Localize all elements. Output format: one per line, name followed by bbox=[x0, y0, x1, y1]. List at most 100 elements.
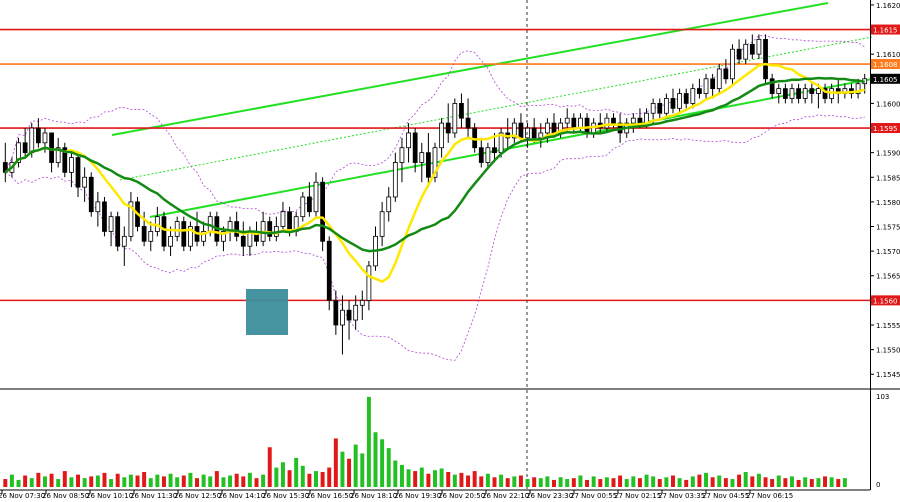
volume-bar bbox=[552, 479, 556, 487]
bear-candle-body bbox=[584, 117, 590, 134]
volume-bar bbox=[466, 475, 471, 487]
candle bbox=[55, 137, 61, 168]
volume-bar bbox=[62, 471, 67, 487]
volume-bar bbox=[796, 479, 801, 487]
volume-bar bbox=[657, 479, 662, 487]
volume-bar bbox=[201, 474, 206, 487]
candle bbox=[386, 187, 392, 222]
bear-candle-body bbox=[637, 117, 643, 124]
bear-candle-body bbox=[35, 127, 41, 144]
candle bbox=[181, 216, 187, 252]
bull-candle-body bbox=[399, 147, 405, 163]
volume-bar bbox=[836, 479, 841, 487]
bull-candle-body bbox=[538, 132, 544, 139]
volume-bar bbox=[823, 476, 828, 487]
bull-candle-body bbox=[578, 117, 583, 129]
volume-bar bbox=[188, 472, 193, 487]
volume-bar bbox=[664, 477, 669, 487]
volume-bar bbox=[16, 479, 21, 487]
bull-candle-body bbox=[174, 221, 180, 237]
bull-candle-body bbox=[663, 98, 669, 114]
bear-candle-body bbox=[141, 226, 147, 242]
time-tick-label: 27 Nov 04:55 bbox=[702, 492, 749, 500]
slow-moving-average-line bbox=[4, 76, 865, 253]
bull-candle-body bbox=[280, 211, 286, 227]
bear-candle-body bbox=[478, 147, 484, 163]
level-tag-box bbox=[871, 59, 900, 70]
time-tick-label: 26 Nov 19:30 bbox=[394, 492, 441, 500]
candle bbox=[419, 142, 425, 183]
bull-candle-body bbox=[419, 152, 425, 163]
level-tag-box bbox=[871, 123, 900, 134]
volume-bar bbox=[102, 472, 107, 487]
bull-candle-body bbox=[789, 88, 795, 99]
bull-candle-body bbox=[148, 231, 154, 242]
volume-bar bbox=[9, 474, 14, 487]
volume-bar bbox=[115, 473, 120, 487]
bear-candle-body bbox=[822, 88, 828, 99]
volume-bar bbox=[294, 457, 299, 487]
bear-candle-body bbox=[62, 147, 68, 173]
bear-candle-body bbox=[75, 157, 81, 188]
volume-bar bbox=[730, 479, 735, 487]
bull-candle-body bbox=[392, 162, 398, 198]
volume-bar bbox=[518, 475, 523, 487]
volume-bar bbox=[492, 477, 497, 487]
bear-candle-body bbox=[796, 88, 801, 99]
level-tag-box bbox=[871, 295, 900, 306]
bear-candle-body bbox=[809, 88, 815, 94]
bull-candle-body bbox=[650, 103, 656, 114]
volume-bar bbox=[776, 475, 781, 487]
volume-bar bbox=[42, 476, 47, 487]
time-tick-label: 27 Nov 02:15 bbox=[614, 492, 661, 500]
candle bbox=[749, 34, 755, 60]
candle bbox=[630, 113, 636, 133]
current-price-label: 1.1605 bbox=[873, 76, 898, 84]
volume-bar bbox=[155, 474, 160, 487]
bull-candle-body bbox=[201, 231, 207, 242]
candle bbox=[148, 221, 154, 252]
candle bbox=[432, 142, 438, 183]
volume-bar bbox=[604, 477, 609, 487]
bull-candle-body bbox=[221, 231, 226, 242]
volume-bar bbox=[532, 477, 537, 487]
candle bbox=[379, 201, 385, 247]
volume-bar bbox=[525, 479, 530, 487]
candle bbox=[426, 132, 431, 188]
volume-bar bbox=[122, 477, 127, 487]
bear-candle-body bbox=[181, 221, 187, 247]
volume-bar bbox=[723, 478, 728, 487]
volume-bar bbox=[23, 475, 28, 487]
bear-candle-body bbox=[749, 43, 755, 55]
volume-bar bbox=[651, 476, 656, 487]
bear-candle-body bbox=[769, 78, 775, 94]
candle bbox=[102, 196, 107, 237]
bear-candle-body bbox=[2, 162, 8, 173]
time-tick-label: 26 Nov 07:30 bbox=[0, 492, 45, 500]
candle bbox=[128, 192, 134, 242]
volume-bar bbox=[426, 473, 431, 487]
bull-candle-body bbox=[690, 88, 696, 104]
candle bbox=[2, 142, 8, 183]
volume-bar bbox=[208, 476, 213, 487]
volume-bar bbox=[49, 473, 54, 487]
bull-candle-body bbox=[525, 127, 530, 139]
moving-averages bbox=[4, 62, 866, 284]
bear-candle-body bbox=[531, 127, 537, 139]
candle bbox=[300, 192, 306, 222]
level-tag-label: 1.1595 bbox=[873, 125, 898, 133]
volume-bar bbox=[214, 471, 219, 487]
price-tick-label: 1.1545 bbox=[876, 371, 900, 379]
price-tick-label: 1.1580 bbox=[876, 199, 900, 207]
volume-bar bbox=[314, 471, 318, 487]
bull-candle-body bbox=[300, 196, 306, 218]
price-tick-label: 1.1600 bbox=[876, 100, 900, 108]
bear-candle-body bbox=[333, 299, 339, 326]
volume-bar bbox=[307, 473, 312, 487]
bull-candle-body bbox=[121, 235, 127, 247]
volume-bar bbox=[36, 472, 41, 487]
volume-bar bbox=[320, 471, 325, 487]
time-tick-label: 26 Nov 14:10 bbox=[218, 492, 265, 500]
bull-candle-body bbox=[353, 304, 359, 321]
